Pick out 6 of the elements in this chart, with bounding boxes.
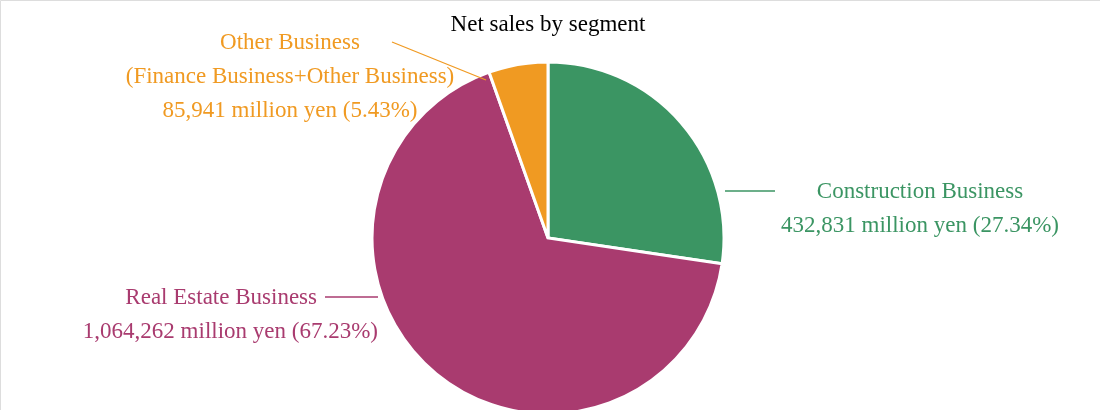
slice-label: Real Estate Business: [125, 284, 318, 309]
data-label: 85,941 million yen (5.43%): [162, 97, 418, 122]
data-label: 432,831 million yen (27.34%): [781, 212, 1059, 237]
slice-label: Construction Business: [816, 178, 1024, 203]
chart-title: Net sales by segment: [450, 11, 647, 36]
data-label: 1,064,262 million yen (67.23%): [82, 318, 378, 343]
